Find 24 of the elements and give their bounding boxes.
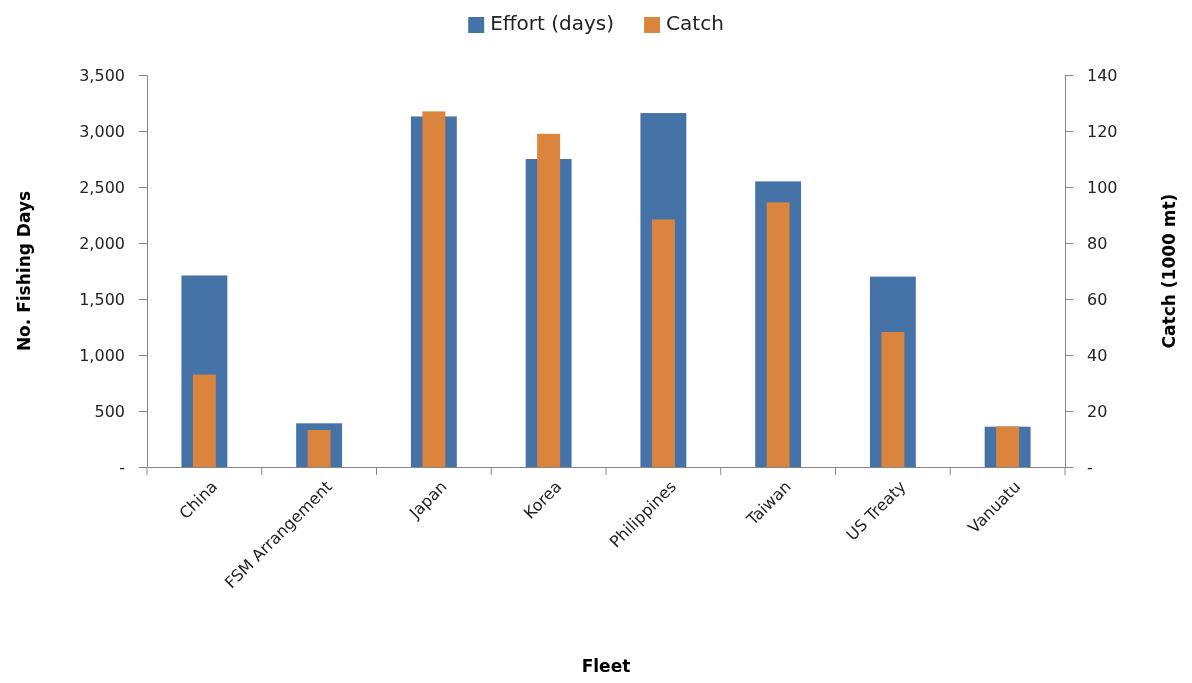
bar: [651, 219, 675, 467]
y-tick-label: 2,000: [79, 233, 125, 253]
y-tick-label: 3,000: [79, 121, 125, 141]
y2-tick-label: -: [1087, 457, 1093, 477]
y2-tick-label: 60: [1087, 289, 1108, 309]
y2-tick-label: 40: [1087, 345, 1108, 365]
y2-tick-label: 140: [1087, 65, 1118, 85]
legend-label: Effort (days): [490, 11, 615, 35]
y2-tick-label: 80: [1087, 233, 1108, 253]
bar: [192, 374, 216, 467]
y2-tick-label: 20: [1087, 401, 1108, 421]
y-tick-label: 500: [94, 401, 125, 421]
y-tick-label: -: [119, 457, 125, 477]
y-tick-label: 1,000: [79, 345, 125, 365]
y-axis-title: No. Fishing Days: [14, 190, 34, 352]
y-tick-label: 1,500: [79, 289, 125, 309]
y-tick-label: 2,500: [79, 177, 125, 197]
y2-tick-label: 120: [1087, 121, 1118, 141]
y-tick-label: 3,500: [79, 65, 125, 85]
y2-axis-title: Catch (1000 mt): [1159, 193, 1179, 349]
bar: [881, 332, 905, 467]
x-axis-title: Fleet: [581, 656, 631, 676]
legend-label: Catch: [666, 11, 724, 35]
y2-tick-label: 100: [1087, 177, 1118, 197]
